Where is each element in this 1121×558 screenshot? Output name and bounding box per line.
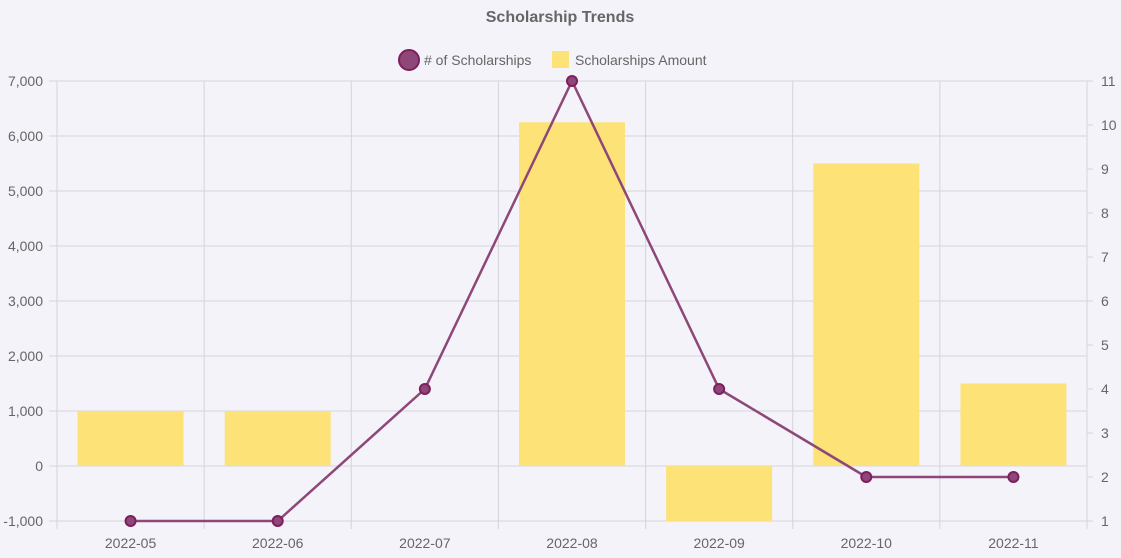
legend-swatch-scholarships-count (398, 49, 420, 71)
x-tick-label: 2022-11 (988, 535, 1039, 551)
left-tick-label: 1,000 (8, 403, 43, 419)
bar-2022-08[interactable] (519, 122, 625, 466)
chart-title: Scholarship Trends (486, 9, 635, 26)
right-tick-label: 2 (1101, 469, 1109, 485)
left-tick-label: 2,000 (8, 348, 43, 364)
left-tick-label: 5,000 (8, 183, 43, 199)
point-2022-10[interactable] (860, 471, 873, 483)
legend-item-scholarships-count[interactable]: # of Scholarships (398, 49, 531, 71)
left-axis: -1,000 0 1,000 2,000 3,000 4,000 5,000 6,000 7,0… (3, 73, 43, 529)
left-tick-label: 4,000 (8, 238, 43, 254)
x-tick-label: 2022-10 (841, 535, 893, 551)
bar-2022-06[interactable] (224, 411, 331, 466)
point-2022-05[interactable] (124, 515, 137, 527)
left-tick-label: 3,000 (8, 293, 43, 309)
bars (77, 122, 1067, 521)
left-tick-label: 7,000 (8, 73, 43, 89)
left-tick-label: -1,000 (3, 513, 43, 529)
point-2022-07[interactable] (418, 383, 431, 395)
right-tick-label: 5 (1101, 337, 1109, 353)
x-axis: 2022-05 2022-06 2022-07 2022-08 2022-09 2022-… (105, 535, 1039, 551)
bar-2022-10[interactable] (813, 163, 920, 467)
right-tick-label: 1 (1101, 513, 1109, 529)
legend-item-scholarships-amount[interactable]: Scholarships Amount (552, 51, 707, 68)
right-tick-label: 9 (1101, 161, 1109, 177)
right-tick-label: 7 (1101, 249, 1109, 265)
legend-label-scholarships-amount: Scholarships Amount (575, 52, 707, 68)
bar-2022-11[interactable] (960, 383, 1067, 467)
right-tick-label: 6 (1101, 293, 1109, 309)
x-tick-label: 2022-09 (693, 535, 745, 551)
legend: # of Scholarships Scholarships Amount (398, 49, 707, 71)
right-tick-label: 4 (1101, 381, 1109, 397)
point-2022-08[interactable] (566, 75, 578, 87)
right-axis: 1 2 3 4 5 6 7 8 9 10 11 (1101, 73, 1117, 529)
left-tick-label: 6,000 (8, 128, 43, 144)
point-2022-11[interactable] (1007, 471, 1020, 483)
x-tick-label: 2022-06 (252, 535, 304, 551)
right-tick-label: 11 (1101, 73, 1116, 89)
line-series (124, 75, 1020, 527)
x-tick-label: 2022-07 (399, 535, 451, 551)
right-tick-label: 3 (1101, 425, 1109, 441)
point-2022-09[interactable] (713, 383, 726, 395)
legend-swatch-scholarships-amount (552, 51, 569, 68)
bar-2022-05[interactable] (77, 411, 184, 466)
x-tick-label: 2022-08 (546, 535, 598, 551)
right-tick-label: 10 (1101, 117, 1117, 133)
bar-2022-09[interactable] (666, 466, 773, 521)
point-2022-06[interactable] (271, 515, 284, 527)
left-tick-label: 0 (35, 458, 43, 474)
x-tick-label: 2022-05 (105, 535, 157, 551)
legend-label-scholarships-count: # of Scholarships (424, 52, 531, 68)
right-tick-label: 8 (1101, 205, 1109, 221)
